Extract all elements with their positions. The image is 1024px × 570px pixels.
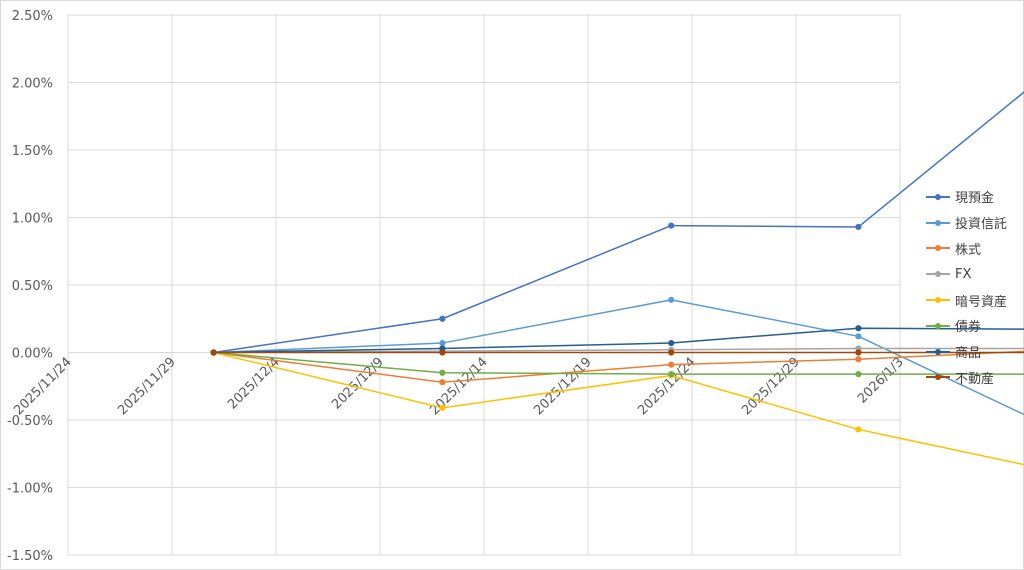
x-axis-tick-labels: 2025/11/24 2025/11/29 2025/12/4 2025/12/9 20… <box>11 355 907 419</box>
legend-marker-icon <box>926 191 950 203</box>
y-tick-label: 1.00% <box>12 212 53 227</box>
data-point <box>855 325 862 332</box>
series-lines <box>210 91 1024 466</box>
legend-label: FX <box>955 266 972 282</box>
data-point <box>439 339 446 347</box>
x-tick-label: 2025/11/24 <box>11 355 75 419</box>
data-point <box>855 349 862 356</box>
data-point <box>668 371 675 378</box>
y-axis-tick-labels: 2.50% 2.00% 1.50% 1.00% 0.50% 0.00% -0.50% -1.0… <box>7 9 53 564</box>
legend-item: 投資信託 <box>926 210 1022 236</box>
x-tick-label: 2025/12/14 <box>427 355 491 419</box>
legend-label: 債券 <box>955 320 982 336</box>
y-tick-label: -1.50% <box>7 549 53 564</box>
data-point <box>855 426 862 433</box>
legend: 現預金投資信託株式 FX 暗号資産債券商品不動産 <box>926 184 1022 390</box>
data-point <box>855 333 862 340</box>
series-line <box>213 299 1024 416</box>
data-point <box>439 379 446 386</box>
y-tick-label: 1.50% <box>12 144 53 159</box>
legend-item: FX <box>926 261 1022 287</box>
legend-label: 商品 <box>955 346 982 362</box>
x-tick-label: 2025/12/19 <box>531 355 595 419</box>
series-line <box>213 91 1024 354</box>
y-tick-label: 0.00% <box>12 347 53 362</box>
x-tick-label: 2026/1/3 <box>855 355 907 407</box>
data-point <box>668 339 675 347</box>
series-line <box>213 351 1024 466</box>
data-point <box>855 371 862 378</box>
legend-marker-icon <box>926 320 950 332</box>
legend-item: 現預金 <box>926 184 1022 210</box>
x-tick-label: 2025/11/29 <box>115 355 179 419</box>
legend-item: 債券 <box>926 313 1022 339</box>
legend-label: 現預金 <box>955 191 995 207</box>
x-tick-label: 2025/12/4 <box>225 355 283 413</box>
legend-marker-icon <box>926 268 950 280</box>
legend-label: 投資信託 <box>955 217 1008 233</box>
legend-item: 暗号資産 <box>926 287 1022 313</box>
gridlines <box>67 14 901 556</box>
legend-label: 不動産 <box>955 371 995 387</box>
data-point <box>210 349 217 356</box>
legend-item: 商品 <box>926 339 1022 365</box>
y-tick-label: 0.50% <box>12 279 53 294</box>
legend-label: 株式 <box>955 242 982 258</box>
data-point <box>668 361 675 368</box>
data-point <box>668 222 675 229</box>
data-point <box>668 296 675 303</box>
data-point <box>855 223 862 231</box>
y-tick-label: -1.00% <box>7 482 53 497</box>
legend-marker-icon <box>926 294 950 306</box>
data-point <box>439 404 446 411</box>
legend-marker-icon <box>926 217 950 229</box>
legend-marker-icon <box>926 371 950 383</box>
legend-item: 不動産 <box>926 365 1022 391</box>
y-tick-label: 2.00% <box>12 77 53 92</box>
legend-item: 株式 <box>926 236 1022 262</box>
data-point <box>439 315 446 322</box>
y-tick-label: -0.50% <box>7 414 53 429</box>
data-point <box>439 369 446 376</box>
legend-label: 暗号資産 <box>955 294 1008 310</box>
legend-marker-icon <box>926 242 950 254</box>
data-point <box>855 356 862 363</box>
x-tick-label: 2025/12/29 <box>739 355 803 419</box>
data-point <box>668 349 675 356</box>
legend-marker-icon <box>926 346 950 358</box>
data-point <box>439 349 446 356</box>
y-tick-label: 2.50% <box>12 9 53 24</box>
